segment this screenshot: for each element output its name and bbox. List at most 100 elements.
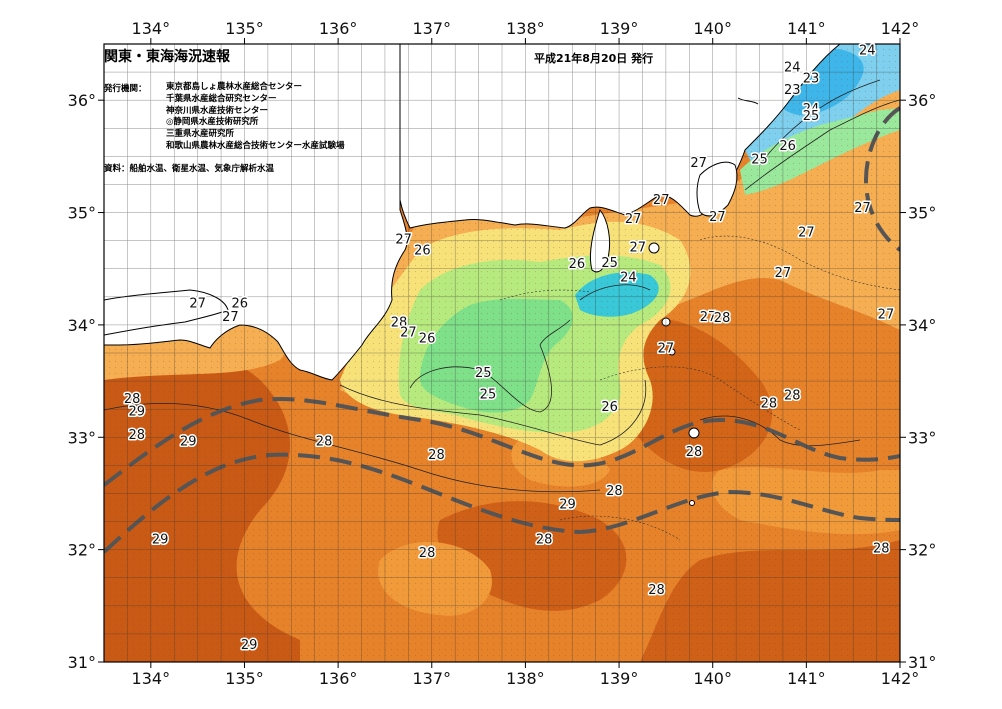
- lon-label-bottom: 136°: [319, 669, 358, 688]
- isotherm-label: 28: [648, 583, 665, 598]
- isotherm-label: 28: [606, 484, 623, 499]
- lon-label-bottom: 142°: [881, 669, 920, 688]
- lat-label-right: 34°: [908, 316, 936, 335]
- isotherm-label: 27: [709, 210, 726, 225]
- lat-label-left: 36°: [68, 91, 96, 110]
- lat-label-left: 31°: [68, 653, 96, 672]
- isotherm-label: 25: [751, 153, 768, 168]
- isotherm-label: 27: [798, 226, 815, 241]
- kuroshio-north-edge: [104, 397, 900, 487]
- isotherm-label: 27: [690, 156, 707, 171]
- isotherm-label: 27: [222, 310, 239, 325]
- lon-label-top: 139°: [600, 19, 639, 38]
- isotherm-label: 28: [686, 445, 703, 460]
- lat-label-right: 33°: [908, 428, 936, 447]
- isotherm-label: 28: [419, 546, 436, 561]
- isotherm-label: 29: [152, 532, 169, 547]
- isotherm-label: 29: [241, 638, 258, 653]
- land-kasumigaura: [737, 97, 759, 105]
- lat-label-right: 32°: [908, 541, 936, 560]
- axis-tick-labels: 134° 134° 135° 135° 136° 136° 137° 137° 138° 138°…: [68, 19, 937, 688]
- lon-label-bottom: 135°: [225, 669, 264, 688]
- isotherm-label: 27: [775, 266, 792, 281]
- isotherm-label: 27: [400, 326, 417, 341]
- lat-label-right: 36°: [908, 91, 936, 110]
- isotherm-label: 29: [559, 498, 576, 513]
- lon-label-top: 138°: [506, 19, 545, 38]
- lat-label-right: 31°: [908, 653, 936, 672]
- lat-label-left: 35°: [68, 204, 96, 223]
- lon-label-bottom: 134°: [132, 669, 171, 688]
- isotherm-label: 29: [129, 404, 146, 419]
- isotherm-label: 27: [658, 341, 675, 356]
- isotherm-label: 28: [536, 532, 553, 547]
- isotherm-label: 28: [714, 311, 731, 326]
- cold-eddy-boundary: [863, 106, 900, 252]
- isotherm-label: 26: [414, 244, 431, 259]
- isotherm-label: 27: [625, 212, 642, 227]
- isotherm-label: 25: [601, 256, 618, 271]
- axis-ticks: [98, 38, 906, 668]
- map-border: [103, 43, 901, 663]
- island-aogashima: [689, 500, 695, 506]
- lon-label-bottom: 141°: [787, 669, 826, 688]
- isotherm-label: 27: [700, 310, 717, 325]
- isotherm-label: 26: [232, 296, 249, 311]
- isotherm-label: 26: [779, 139, 796, 154]
- isotherm-label: 23: [803, 72, 820, 87]
- lon-label-bottom: 139°: [600, 669, 639, 688]
- island-hachijo: [688, 427, 700, 439]
- land-boso: [696, 161, 738, 217]
- lon-label-top: 137°: [412, 19, 451, 38]
- lat-label-right: 35°: [908, 204, 936, 223]
- island-oshima: [648, 242, 660, 254]
- land-izu: [589, 208, 611, 273]
- lat-label-left: 33°: [68, 428, 96, 447]
- lon-label-bottom: 140°: [693, 669, 732, 688]
- lon-label-bottom: 138°: [506, 669, 545, 688]
- isotherm-label: 27: [189, 296, 206, 311]
- land-shikoku: [104, 289, 229, 336]
- dotted-contours: [499, 235, 900, 541]
- kuroshio-south-edge: [104, 452, 900, 554]
- lon-label-bottom: 137°: [412, 669, 451, 688]
- graticule: [103, 43, 901, 663]
- isotherm-label: 29: [180, 435, 197, 450]
- isotherm-label: 24: [803, 102, 820, 117]
- isotherm-label: 25: [480, 387, 497, 402]
- isotherm-label: 25: [475, 366, 492, 381]
- isotherm-label: 28: [873, 541, 890, 556]
- isotherm-label: 27: [395, 232, 412, 247]
- isotherm-contours: [104, 79, 900, 493]
- lon-label-top: 140°: [693, 19, 732, 38]
- lat-label-left: 34°: [68, 316, 96, 335]
- isotherm-label: 24: [859, 44, 876, 59]
- isotherm-label: 24: [620, 271, 637, 286]
- isotherm-label: 27: [630, 240, 647, 255]
- isotherm-label: 28: [124, 392, 141, 407]
- isotherm-label: 26: [419, 331, 436, 346]
- island-miyake: [668, 348, 676, 356]
- isotherm-label: 28: [761, 396, 778, 411]
- isotherm-label: 27: [653, 193, 670, 208]
- lon-label-top: 135°: [225, 19, 264, 38]
- isotherm-label: 28: [784, 389, 801, 404]
- isotherm-label: 28: [428, 448, 445, 463]
- isotherm-label: 27: [878, 308, 895, 323]
- isotherm-label: 26: [569, 257, 586, 272]
- lon-label-top: 141°: [787, 19, 826, 38]
- isotherm-label: 28: [391, 316, 408, 331]
- isotherm-label: 28: [316, 435, 333, 450]
- isotherm-label: 26: [601, 400, 618, 415]
- isotherm-label: 28: [129, 428, 146, 443]
- isotherm-label: 23: [784, 83, 801, 98]
- lat-label-left: 32°: [68, 541, 96, 560]
- lon-label-top: 142°: [881, 19, 920, 38]
- lon-label-top: 134°: [132, 19, 171, 38]
- isotherm-label: 27: [854, 201, 871, 216]
- isotherm-label: 25: [803, 109, 820, 124]
- isotherm-label: 24: [784, 60, 801, 75]
- lon-label-top: 136°: [319, 19, 358, 38]
